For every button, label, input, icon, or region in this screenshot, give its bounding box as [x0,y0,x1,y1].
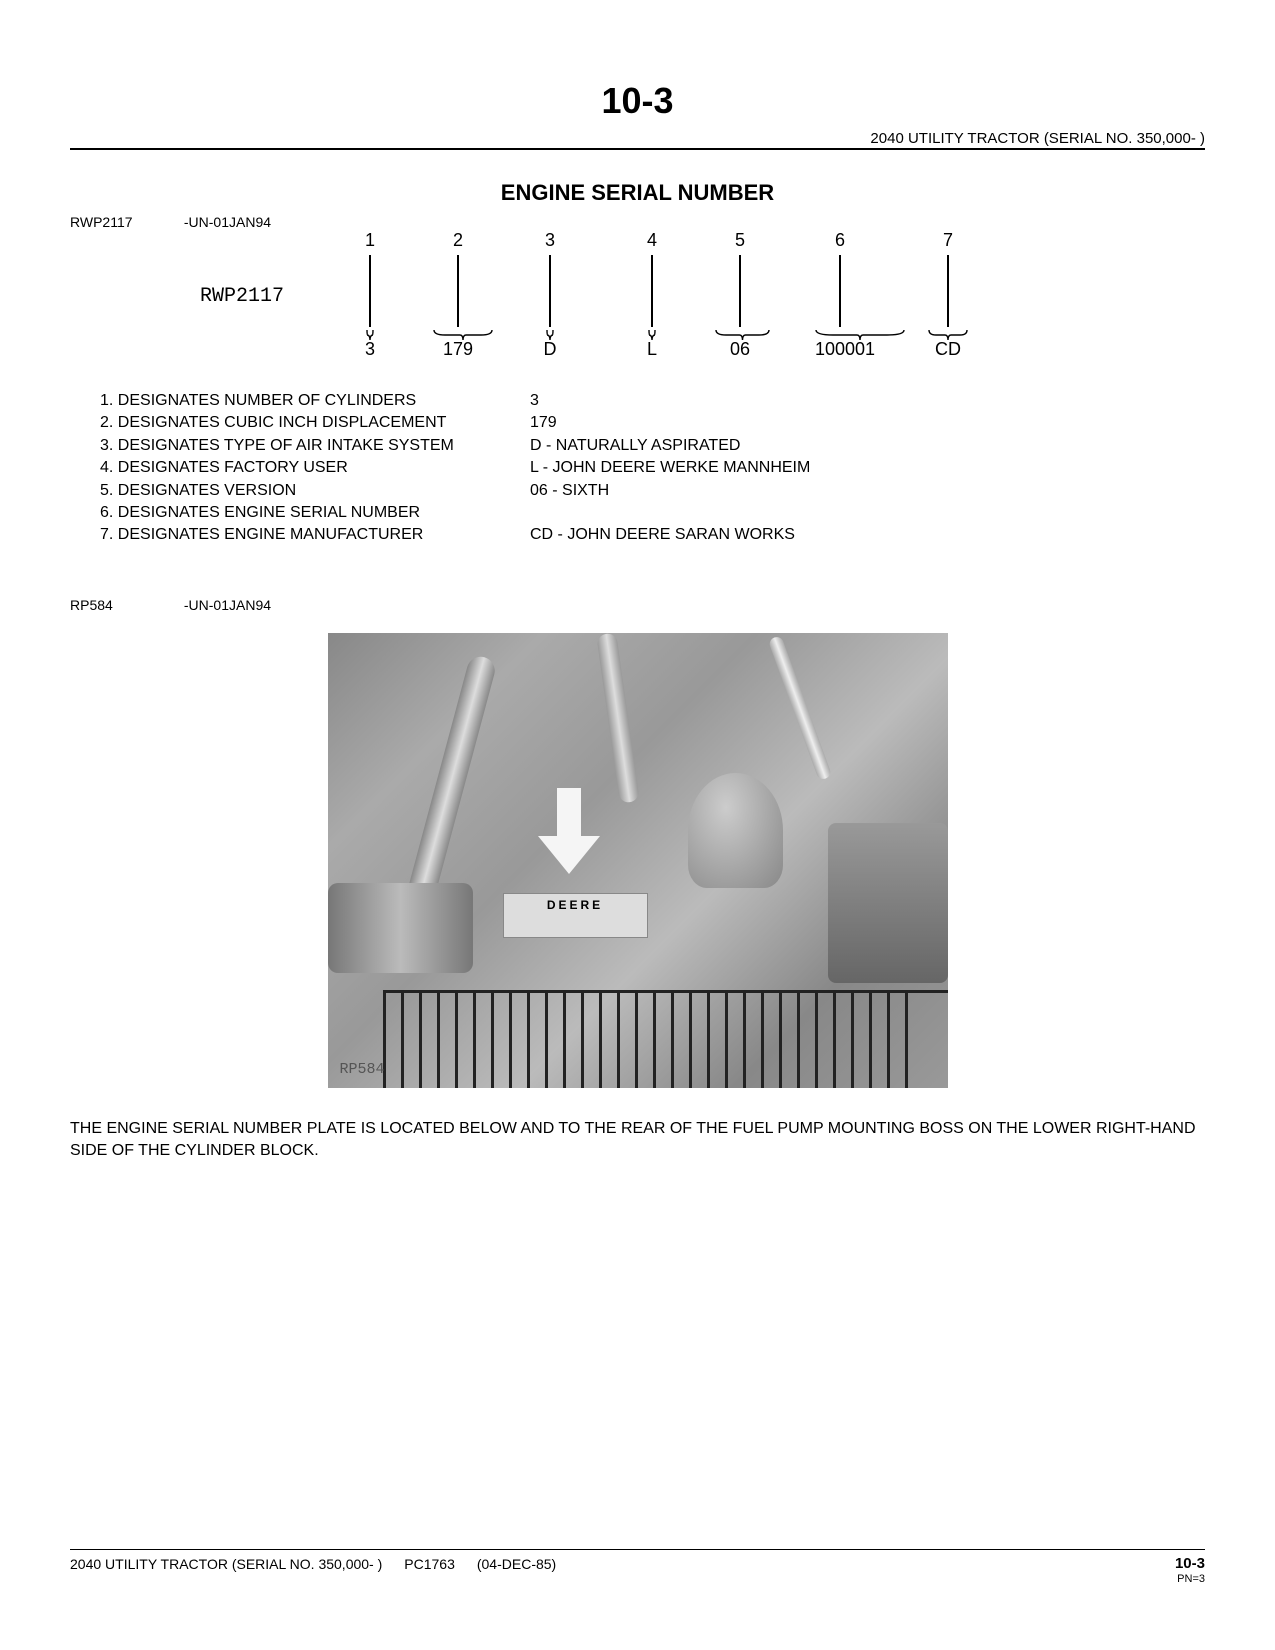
definition-label: 6. DESIGNATES ENGINE SERIAL NUMBER [100,502,530,524]
arrow-icon [538,788,600,878]
diagram-col-value: D [525,339,575,360]
grille [383,988,948,1088]
plate-brand-text: DEERE [504,894,647,912]
definition-row: 3. DESIGNATES TYPE OF AIR INTAKE SYSTEMD… [100,435,810,457]
diagram-label: RWP2117 [200,285,284,308]
definition-label: 2. DESIGNATES CUBIC INCH DISPLACEMENT [100,412,530,434]
definition-row: 6. DESIGNATES ENGINE SERIAL NUMBER [100,502,810,524]
figure-1-code: RWP2117 [70,214,180,230]
figure-1-date: -UN-01JAN94 [184,214,271,230]
footer-date: (04-DEC-85) [477,1556,556,1572]
diagram-col-value: CD [923,339,973,360]
diagram-col-line [369,255,371,327]
definition-label: 7. DESIGNATES ENGINE MANUFACTURER [100,524,530,546]
diagram-col-num: 2 [433,230,483,251]
diagram-col-line [651,255,653,327]
diagram-col-num: 4 [627,230,677,251]
definition-value: CD - JOHN DEERE SARAN WORKS [530,524,810,546]
figure-2-ref: RP584 -UN-01JAN94 [70,597,1205,613]
definition-row: 5. DESIGNATES VERSION06 - SIXTH [100,480,810,502]
definition-label: 5. DESIGNATES VERSION [100,480,530,502]
footer-model: 2040 UTILITY TRACTOR (SERIAL NO. 350,000… [70,1556,382,1572]
definition-row: 2. DESIGNATES CUBIC INCH DISPLACEMENT179 [100,412,810,434]
definition-label: 3. DESIGNATES TYPE OF AIR INTAKE SYSTEM [100,435,530,457]
definition-value: 3 [530,390,810,412]
serial-plate: DEERE [503,893,648,938]
footer-pn: PN=3 [1175,1573,1205,1585]
diagram-col-value: 3 [345,339,395,360]
footer-pc: PC1763 [404,1556,455,1572]
photo-container: DEERE RP584 [70,633,1205,1088]
header-rule: 2040 UTILITY TRACTOR (SERIAL NO. 350,000… [70,130,1205,150]
footer-right: 10-3 PN=3 [1175,1556,1205,1585]
definition-label: 4. DESIGNATES FACTORY USER [100,457,530,479]
definitions-section: 1. DESIGNATES NUMBER OF CYLINDERS32. DES… [100,390,1205,547]
definition-value [530,502,810,524]
definition-value: 179 [530,412,810,434]
page-title: ENGINE SERIAL NUMBER [70,180,1205,206]
page-number-top: 10-3 [70,80,1205,122]
diagram-col-num: 5 [715,230,765,251]
diagram-col-num: 7 [923,230,973,251]
diagram-col-value: 100001 [815,339,865,360]
diagram-col-value: L [627,339,677,360]
diagram-col: 3D [525,230,575,360]
header-model-text: 2040 UTILITY TRACTOR (SERIAL NO. 350,000… [870,130,1205,147]
diagram-col: 13 [345,230,395,360]
definition-value: 06 - SIXTH [530,480,810,502]
photo-ref-text: RP584 [340,1061,385,1078]
diagram-col: 2 179 [433,230,483,360]
serial-breakdown-diagram: RWP2117 1321793D4L50661000017CD [200,230,1145,365]
diagram-col-num: 6 [815,230,865,251]
footer-left: 2040 UTILITY TRACTOR (SERIAL NO. 350,000… [70,1556,556,1572]
definition-row: 4. DESIGNATES FACTORY USERL - JOHN DEERE… [100,457,810,479]
engine-photo: DEERE RP584 [328,633,948,1088]
diagram-col-value: 179 [433,339,483,360]
diagram-col-value: 06 [715,339,765,360]
diagram-col: 5 06 [715,230,765,360]
diagram-col-line [457,255,459,327]
definition-value: D - NATURALLY ASPIRATED [530,435,810,457]
definition-row: 1. DESIGNATES NUMBER OF CYLINDERS3 [100,390,810,412]
diagram-col-num: 1 [345,230,395,251]
diagram-col-line [549,255,551,327]
definition-value: L - JOHN DEERE WERKE MANNHEIM [530,457,810,479]
definitions-table: 1. DESIGNATES NUMBER OF CYLINDERS32. DES… [100,390,810,547]
diagram-col-line [739,255,741,327]
definition-label: 1. DESIGNATES NUMBER OF CYLINDERS [100,390,530,412]
page-footer: 2040 UTILITY TRACTOR (SERIAL NO. 350,000… [70,1549,1205,1585]
figure-2-date: -UN-01JAN94 [184,597,271,613]
diagram-col: 6 100001 [815,230,865,360]
photo-caption: THE ENGINE SERIAL NUMBER PLATE IS LOCATE… [70,1118,1205,1163]
diagram-col-line [947,255,949,327]
definition-row: 7. DESIGNATES ENGINE MANUFACTURERCD - JO… [100,524,810,546]
diagram-col-line [839,255,841,327]
diagram-col: 4L [627,230,677,360]
diagram-col: 7 CD [923,230,973,360]
footer-page-number: 10-3 [1175,1556,1205,1573]
figure-2-code: RP584 [70,597,180,613]
diagram-col-num: 3 [525,230,575,251]
figure-1-ref: RWP2117 -UN-01JAN94 [70,214,1205,230]
